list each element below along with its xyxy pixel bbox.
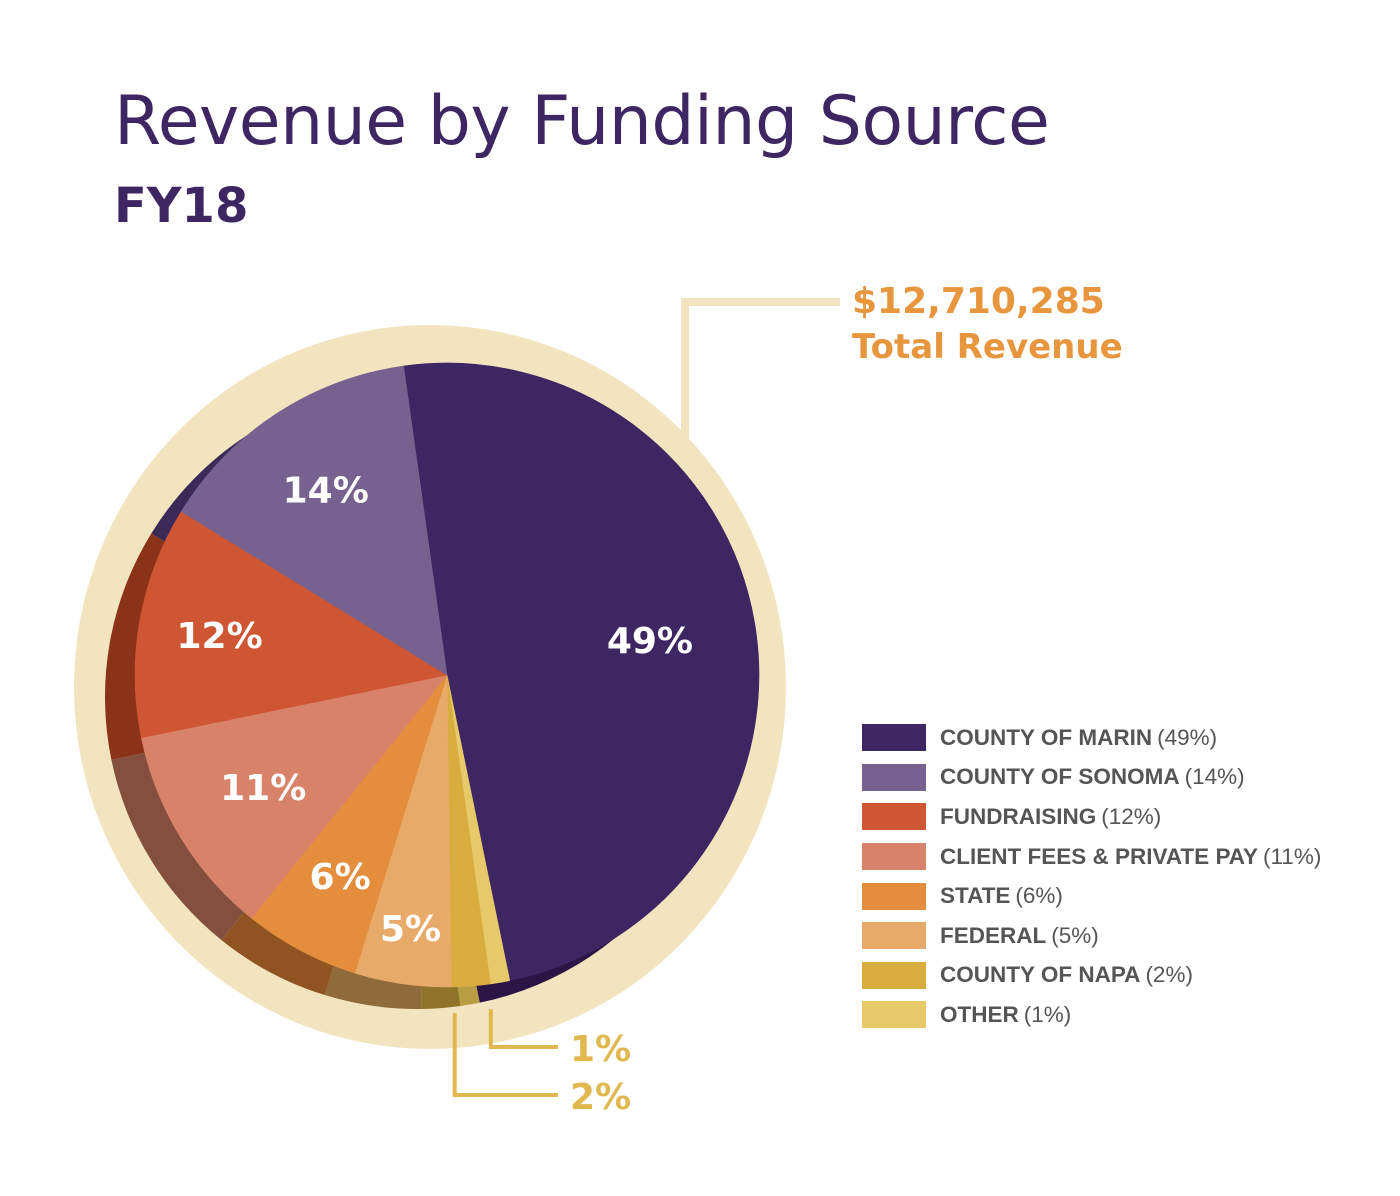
- slice-label-county-of-sonoma: 14%: [283, 471, 369, 512]
- legend-percent: (49%): [1157, 724, 1218, 750]
- legend-label: OTHER: [940, 1001, 1019, 1027]
- legend-label: COUNTY OF SONOMA: [940, 764, 1180, 790]
- slice-label-client-fees-and-private-pay: 11%: [220, 768, 306, 809]
- slice-client-fees-and-private-pay: [141, 674, 448, 919]
- legend-label: FUNDRAISING: [940, 803, 1097, 829]
- legend-swatch: [862, 843, 926, 871]
- slice-fundraising: [134, 511, 448, 739]
- slice-label-federal: 5%: [380, 909, 441, 950]
- callout-label-other: 1%: [570, 1029, 631, 1070]
- legend-swatch: [862, 882, 926, 910]
- legend-percent: (2%): [1145, 962, 1193, 988]
- legend-item-county-of-napa: COUNTY OF NAPA (2%): [862, 956, 1321, 996]
- legend-label: FEDERAL: [940, 922, 1047, 948]
- slice-label-fundraising: 12%: [177, 616, 263, 657]
- slice-county-of-marin: [403, 362, 760, 981]
- slice-label-county-of-marin: 49%: [607, 621, 693, 662]
- legend-label: COUNTY OF NAPA: [940, 962, 1141, 988]
- legend-item-client-fees-and-private-pay: CLIENT FEES & PRIVATE PAY (11%): [862, 837, 1321, 877]
- legend-item-other: OTHER (1%): [862, 995, 1321, 1035]
- slice-county-of-sonoma: [180, 365, 448, 676]
- legend-percent: (5%): [1051, 922, 1099, 948]
- legend-swatch: [862, 1001, 926, 1029]
- slice-label-state: 6%: [310, 857, 371, 898]
- legend-swatch: [862, 724, 926, 752]
- callout-line-other: [488, 1009, 558, 1049]
- legend-item-fundraising: FUNDRAISING (12%): [862, 797, 1321, 837]
- legend-label: STATE: [940, 883, 1011, 909]
- legend-label: CLIENT FEES & PRIVATE PAY: [940, 843, 1258, 869]
- legend-percent: (12%): [1101, 803, 1162, 829]
- legend-swatch: [862, 763, 926, 791]
- total-revenue-callout-line: [681, 298, 840, 450]
- legend-swatch: [862, 922, 926, 950]
- chart-title: Revenue by Funding Source: [114, 82, 1050, 161]
- legend-percent: (11%): [1262, 843, 1322, 869]
- legend-swatch: [862, 961, 926, 989]
- legend-label: COUNTY OF MARIN: [940, 724, 1153, 750]
- legend-swatch: [862, 803, 926, 831]
- chart-subtitle: FY18: [114, 178, 249, 234]
- legend-item-federal: FEDERAL (5%): [862, 916, 1321, 956]
- total-revenue-amount: $12,710,285: [852, 281, 1105, 322]
- legend-percent: (1%): [1023, 1001, 1072, 1027]
- legend-percent: (6%): [1015, 883, 1063, 909]
- legend-item-state: STATE (6%): [862, 876, 1321, 916]
- legend-item-county-of-marin: COUNTY OF MARIN (49%): [862, 718, 1321, 758]
- total-revenue-label: Total Revenue: [852, 327, 1123, 367]
- callout-line-county-of-napa: [452, 1013, 558, 1097]
- callout-label-county-of-napa: 2%: [570, 1077, 631, 1118]
- legend: COUNTY OF MARIN (49%) COUNTY OF SONOMA (14%…: [862, 718, 1321, 1035]
- legend-percent: (14%): [1184, 764, 1245, 790]
- legend-item-county-of-sonoma: COUNTY OF SONOMA (14%): [862, 758, 1321, 798]
